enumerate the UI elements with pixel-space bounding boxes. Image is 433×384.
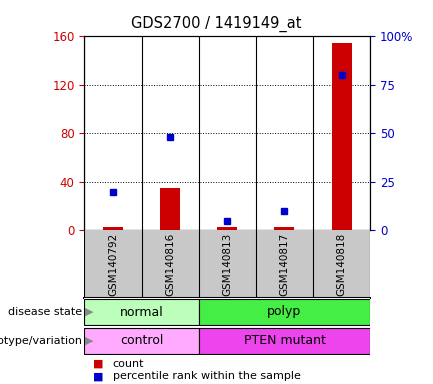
Bar [199, 299, 370, 325]
Text: percentile rank within the sample: percentile rank within the sample [113, 371, 301, 381]
Bar [84, 299, 199, 325]
Text: GSM140818: GSM140818 [336, 232, 347, 296]
Text: polyp: polyp [267, 306, 302, 318]
Bar [84, 328, 199, 354]
Text: count: count [113, 359, 144, 369]
Text: disease state: disease state [8, 307, 82, 317]
Bar [275, 227, 294, 230]
Bar [199, 328, 370, 354]
Text: GSM140817: GSM140817 [279, 232, 290, 296]
Text: GSM140792: GSM140792 [108, 232, 118, 296]
Text: normal: normal [120, 306, 164, 318]
Text: GSM140813: GSM140813 [222, 232, 233, 296]
Text: PTEN mutant: PTEN mutant [243, 334, 326, 347]
Text: ▶: ▶ [85, 307, 94, 317]
Bar [103, 227, 123, 230]
Bar [217, 227, 237, 230]
Bar [332, 43, 352, 230]
Bar [160, 188, 180, 230]
Text: ■: ■ [93, 371, 103, 381]
Text: genotype/variation: genotype/variation [0, 336, 82, 346]
Text: control: control [120, 334, 163, 347]
Text: GSM140816: GSM140816 [165, 232, 175, 296]
Text: ■: ■ [93, 359, 103, 369]
Text: GDS2700 / 1419149_at: GDS2700 / 1419149_at [131, 15, 302, 31]
Text: ▶: ▶ [85, 336, 94, 346]
